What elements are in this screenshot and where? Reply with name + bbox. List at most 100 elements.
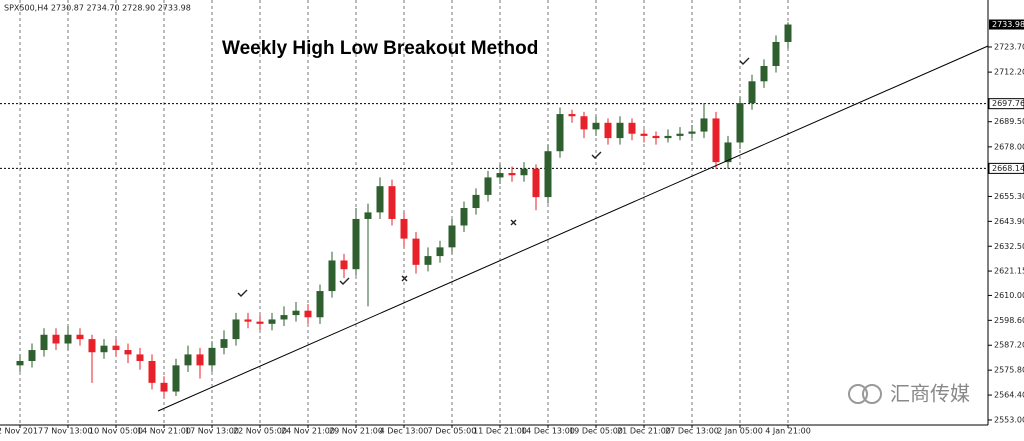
- candle-body: [52, 334, 60, 344]
- grid: [0, 0, 988, 425]
- x-tick-label: 17 Nov 13:00: [185, 427, 239, 436]
- candle-body: [172, 365, 180, 392]
- y-tick-label: 2678.00: [994, 142, 1024, 151]
- candle-body: [508, 173, 516, 176]
- candle-body: [664, 135, 672, 139]
- x-mark: [401, 275, 408, 282]
- candle-body: [772, 41, 780, 66]
- candle-body: [280, 315, 288, 320]
- candle-body: [700, 118, 708, 132]
- x-tick-label: 7 Nov 13:00: [44, 427, 93, 436]
- chart-title: Weekly High Low Breakout Method: [222, 38, 538, 59]
- x-tick-label: 2 Jan 05:00: [717, 427, 763, 436]
- candle-body: [616, 122, 624, 139]
- y-tick-label: 2723.70: [994, 42, 1024, 51]
- candle-body: [544, 151, 552, 198]
- candle-body: [28, 350, 36, 361]
- price-line-label: 2697.76: [992, 99, 1024, 108]
- candle-body: [736, 103, 744, 143]
- x-tick-label: 29 Nov 21:00: [329, 427, 383, 436]
- y-tick-label: 2587.20: [994, 341, 1024, 350]
- check-mark: [739, 57, 750, 65]
- x-tick-label: 27 Dec 13:00: [665, 427, 719, 436]
- candle-body: [604, 122, 612, 139]
- x-tick-label: 14 Nov 21:00: [137, 427, 191, 436]
- x-tick-label: 24 Nov 21:00: [281, 427, 335, 436]
- candle-body: [496, 173, 504, 178]
- candle-body: [268, 319, 276, 324]
- candle-body: [40, 334, 48, 351]
- candle-body: [448, 225, 456, 248]
- candle-body: [364, 212, 372, 219]
- candle-body: [160, 382, 168, 392]
- x-tick-label: 2 Nov 2017: [0, 427, 43, 436]
- current-price-label: 2733.98: [992, 20, 1024, 29]
- candle-body: [352, 218, 360, 270]
- x-tick-label: 4 Dec 13:00: [380, 427, 429, 436]
- check-mark: [591, 151, 602, 159]
- y-tick-label: 2712.20: [994, 68, 1024, 77]
- candles: [16, 22, 792, 399]
- candle-body: [136, 354, 144, 361]
- price-line-label: 2668.14: [992, 164, 1024, 173]
- candle-body: [640, 133, 648, 136]
- y-tick-label: 2632.50: [994, 242, 1024, 251]
- candle-body: [712, 118, 720, 163]
- candle-body: [568, 114, 576, 117]
- candle-body: [232, 319, 240, 340]
- candle-body: [436, 247, 444, 257]
- candle-body: [424, 256, 432, 265]
- header: SPX500,H4 2730.87 2734.70 2728.90 2733.9…: [4, 4, 191, 13]
- candle-body: [316, 291, 324, 318]
- check-mark: [339, 277, 350, 285]
- candle-body: [688, 131, 696, 134]
- y-tick-label: 2621.15: [994, 267, 1024, 276]
- y-tick-label: 2575.80: [994, 366, 1024, 375]
- candle-body: [388, 186, 396, 219]
- candle-body: [100, 345, 108, 353]
- candle-body: [340, 260, 348, 270]
- candle-body: [652, 135, 660, 139]
- candle-body: [628, 122, 636, 134]
- annotation-marks: [237, 57, 750, 297]
- candle-body: [580, 116, 588, 130]
- candle-body: [304, 310, 312, 318]
- candle-body: [244, 319, 252, 322]
- candle-body: [76, 334, 84, 340]
- candle-body: [472, 194, 480, 209]
- candle-body: [532, 168, 540, 198]
- trend-line: [157, 45, 989, 412]
- candle-body: [556, 114, 564, 152]
- candle-body: [220, 339, 228, 348]
- x-tick-label: 4 Jan 21:00: [765, 427, 811, 436]
- candle-body: [520, 168, 528, 176]
- watermark-logo: [848, 384, 882, 404]
- y-tick-label: 2643.90: [994, 217, 1024, 226]
- x-tick-label: 10 Nov 05:00: [89, 427, 143, 436]
- candle-body: [256, 321, 264, 324]
- candle-body: [64, 334, 72, 344]
- candle-body: [748, 81, 756, 104]
- candle-body: [376, 186, 384, 213]
- candle-body: [784, 24, 792, 42]
- x-tick-label: 19 Dec 05:00: [569, 427, 623, 436]
- candle-body: [724, 142, 732, 163]
- y-tick-label: 2553.00: [994, 415, 1024, 424]
- price-line-box: [988, 162, 1024, 174]
- candle-body: [196, 354, 204, 366]
- y-tick-label: 2598.60: [994, 316, 1024, 325]
- candle-body: [592, 122, 600, 130]
- current-price-box: [989, 19, 1024, 30]
- candle-body: [484, 177, 492, 195]
- candle-body: [148, 360, 156, 383]
- y-tick-label: 2689.50: [994, 117, 1024, 126]
- candle-body: [676, 133, 684, 136]
- x-tick-label: 11 Dec 21:00: [473, 427, 527, 436]
- x-mark: [510, 219, 517, 226]
- candle-body: [460, 208, 468, 226]
- x-tick-label: 22 Nov 05:00: [233, 427, 287, 436]
- candle-body: [208, 347, 216, 366]
- x-tick-label: 7 Dec 05:00: [428, 427, 477, 436]
